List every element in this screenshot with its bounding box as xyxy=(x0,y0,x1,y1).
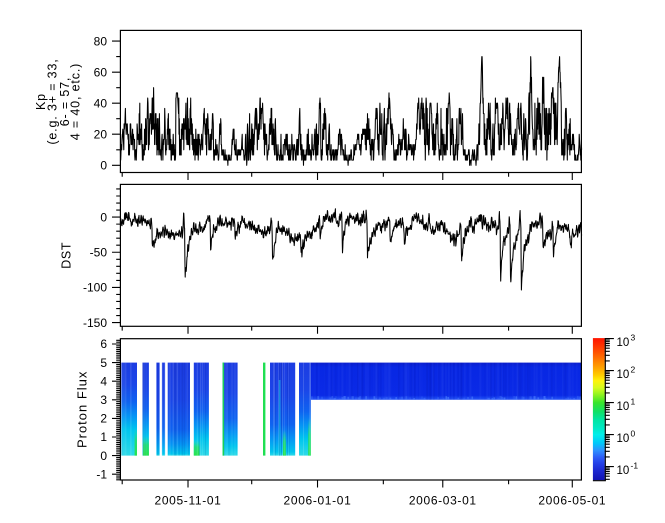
svg-text:40: 40 xyxy=(94,96,108,110)
svg-text:60: 60 xyxy=(94,65,108,79)
svg-text:10: 10 xyxy=(617,465,630,477)
svg-text:4: 4 xyxy=(100,374,107,388)
svg-text:1: 1 xyxy=(631,396,636,406)
svg-text:2006-01-01: 2006-01-01 xyxy=(284,494,352,508)
svg-text:10: 10 xyxy=(617,401,630,413)
svg-text:10: 10 xyxy=(617,433,630,445)
svg-text:20: 20 xyxy=(94,127,108,141)
svg-text:0: 0 xyxy=(100,210,107,224)
svg-text:DST: DST xyxy=(59,242,73,269)
svg-text:6: 6 xyxy=(100,337,107,351)
svg-text:2: 2 xyxy=(631,364,636,374)
svg-text:5: 5 xyxy=(100,356,107,370)
svg-text:Kp: Kp xyxy=(34,93,48,110)
svg-text:2006-05-01: 2006-05-01 xyxy=(538,494,606,508)
svg-text:-50: -50 xyxy=(90,246,108,260)
svg-text:0: 0 xyxy=(631,428,636,438)
svg-text:-1: -1 xyxy=(96,467,107,481)
svg-text:10: 10 xyxy=(617,337,630,349)
svg-text:80: 80 xyxy=(94,34,108,48)
svg-text:2: 2 xyxy=(100,412,107,426)
svg-text:10: 10 xyxy=(617,369,630,381)
svg-text:-1: -1 xyxy=(631,460,639,470)
svg-text:0: 0 xyxy=(100,159,107,173)
svg-text:6- = 57,: 6- = 57, xyxy=(58,77,72,127)
svg-text:-150: -150 xyxy=(83,316,107,330)
svg-text:Proton Flux: Proton Flux xyxy=(75,371,90,448)
svg-text:4 = 40, etc.): 4 = 40, etc.) xyxy=(69,63,83,140)
svg-text:0: 0 xyxy=(100,449,107,463)
svg-text:-100: -100 xyxy=(83,281,107,295)
svg-text:(e.g. 3+ = 33,: (e.g. 3+ = 33, xyxy=(46,58,60,144)
svg-text:3: 3 xyxy=(100,393,107,407)
svg-text:2006-03-01: 2006-03-01 xyxy=(409,494,477,508)
svg-text:2005-11-01: 2005-11-01 xyxy=(155,494,222,508)
svg-text:3: 3 xyxy=(631,332,636,342)
svg-text:1: 1 xyxy=(100,430,107,444)
